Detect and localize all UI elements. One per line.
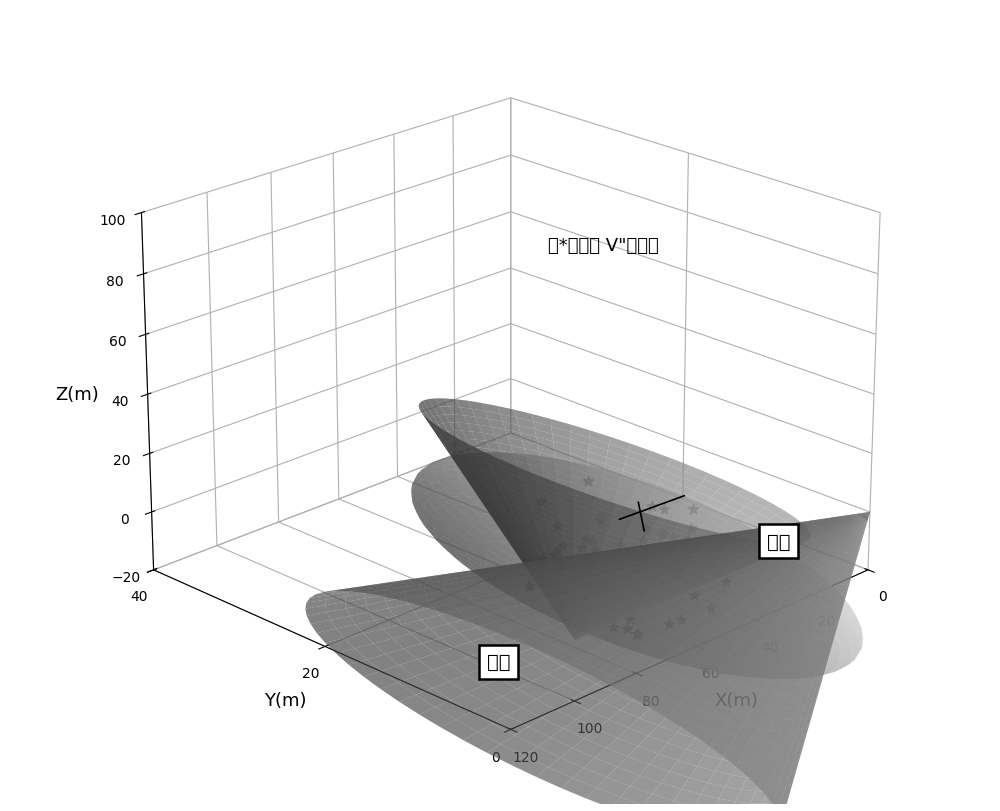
X-axis label: X(m): X(m) bbox=[714, 691, 758, 710]
Text: 点*是微元 V"的中心: 点*是微元 V"的中心 bbox=[548, 237, 659, 255]
Y-axis label: Y(m): Y(m) bbox=[264, 691, 307, 710]
